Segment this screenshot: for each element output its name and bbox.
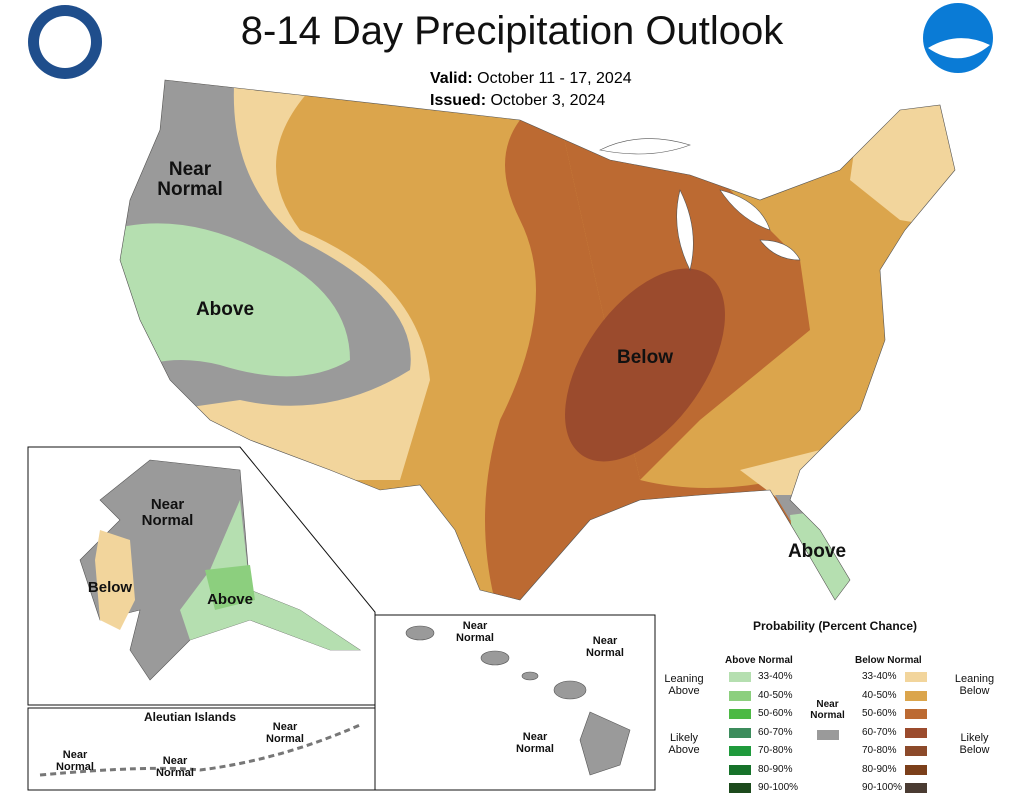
legend-swatch: [729, 764, 751, 775]
legend-range: 70-80%: [862, 745, 897, 756]
legend-swatch: [905, 727, 927, 738]
legend-range: 50-60%: [758, 708, 793, 719]
region-label: Below: [617, 347, 673, 368]
legend-header: Below Normal: [855, 655, 922, 666]
region-label: Above: [195, 299, 255, 320]
great-lakes: [599, 138, 801, 271]
legend: Probability (Percent Chance) Above Norma…: [655, 615, 1020, 793]
issued-date: October 3, 2024: [490, 92, 606, 109]
region-label: Near Normal: [586, 635, 624, 659]
legend-group: Leaning Above: [664, 673, 704, 697]
legend-swatch: [905, 746, 927, 756]
alaska-above: [180, 500, 360, 650]
legend-swatch: [729, 672, 751, 682]
region-label: Below: [87, 579, 133, 596]
issued-label: Issued:: [430, 92, 487, 109]
noaa-logo: [923, 3, 993, 73]
legend-range: 90-100%: [758, 782, 799, 793]
conus-outline: [119, 79, 956, 601]
legend-range: 60-70%: [862, 726, 897, 738]
valid-dates: October 11 - 17, 2024: [477, 70, 632, 87]
legend-swatch: [905, 690, 927, 701]
hawaii-islands: [405, 625, 631, 776]
legend-swatch: [729, 746, 751, 756]
inset-title: Aleutian Islands: [143, 710, 237, 724]
commerce-seal-inner: [39, 16, 91, 68]
region-label: Near Normal: [56, 749, 94, 773]
legend-swatch: [729, 709, 751, 719]
legend-group: Leaning Below: [954, 673, 995, 697]
legend-range: 40-50%: [758, 689, 793, 701]
region-label: Above: [207, 591, 253, 608]
noaa-gull: [928, 38, 990, 59]
region-label: Near Normal: [157, 159, 223, 200]
legend-group: Likely Below: [959, 732, 990, 756]
legend-range: 80-90%: [862, 763, 897, 775]
legend-swatch: [729, 783, 751, 793]
legend-range: 90-100%: [862, 782, 903, 793]
valid-label: Valid:: [430, 70, 473, 87]
legend-range: 50-60%: [862, 708, 897, 719]
legend-swatch: [905, 783, 927, 793]
legend-range: 33-40%: [862, 671, 897, 682]
region-label: Near Normal: [456, 620, 494, 644]
legend-range: 80-90%: [758, 763, 793, 775]
legend-title: Probability (Percent Chance): [752, 619, 918, 633]
legend-swatch: [905, 709, 927, 719]
legend-swatch: [905, 764, 927, 775]
alaska-below: [95, 530, 135, 630]
aleutian-chain: [39, 723, 361, 777]
legend-range: 40-50%: [862, 689, 897, 701]
legend-swatch: [905, 672, 927, 682]
legend-range: 60-70%: [758, 726, 793, 738]
region-label: Near Normal: [156, 755, 194, 779]
legend-range: 33-40%: [758, 671, 793, 682]
region-label: Near Normal: [516, 731, 554, 755]
region-label: Near Normal: [266, 721, 304, 745]
legend-range: 70-80%: [758, 745, 793, 756]
legend-swatch: [817, 730, 839, 740]
legend-near: Near Normal: [810, 699, 845, 721]
legend-swatch: [729, 690, 751, 701]
legend-header: Above Normal: [725, 655, 793, 666]
issued: Issued: October 3, 2024: [430, 92, 605, 110]
legend-group: Likely Above: [668, 732, 700, 756]
aleutians-inset: [27, 707, 376, 791]
valid: Valid: October 11 - 17, 2024: [430, 70, 632, 88]
region-label: Above: [787, 541, 847, 562]
region-label: Near Normal: [141, 496, 194, 529]
alaska-above-2: [205, 565, 255, 610]
legend-swatch: [729, 727, 751, 738]
title: 8-14 Day Precipitation Outlook: [240, 9, 784, 53]
